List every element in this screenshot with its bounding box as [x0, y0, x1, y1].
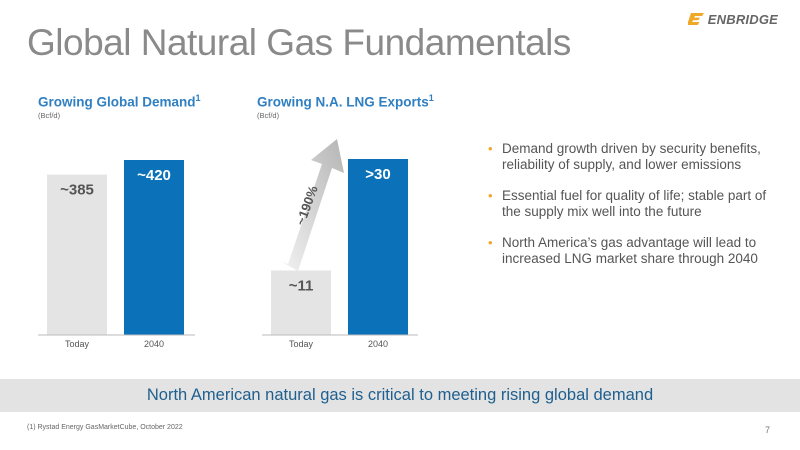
bar-2040: [348, 159, 408, 335]
banner-text: North American natural gas is critical t…: [146, 386, 654, 404]
chart1-title-text: Growing Global Demand: [38, 94, 196, 110]
bar-today: [47, 174, 107, 335]
chart1-unit: (Bcf/d): [38, 111, 61, 120]
data-label-2040: >30: [365, 166, 390, 183]
bullet-text: Essential fuel for quality of life; stab…: [502, 188, 767, 219]
enbridge-logo: ENBRIDGE: [687, 11, 778, 27]
bullet-dot-icon: •: [488, 235, 493, 250]
slide-title: Global Natural Gas Fundamentals: [27, 22, 571, 63]
key-message-banner: North American natural gas is critical t…: [0, 379, 800, 412]
bullet-item: • North America’s gas advantage will lead…: [488, 235, 773, 266]
data-label-today: ~385: [60, 182, 94, 199]
bar-today: [271, 270, 331, 335]
chart1-title: Growing Global Demand1: [38, 93, 201, 110]
bullet-item: • Demand growth driven by security benefi…: [488, 141, 773, 172]
bullet-item: • Essential fuel for quality of life; sta…: [488, 188, 773, 219]
category-label-2040: 2040: [368, 339, 388, 349]
category-label-today: Today: [289, 339, 314, 349]
data-label-today: ~11: [289, 277, 314, 294]
bullet-list: • Demand growth driven by security benefi…: [488, 141, 773, 282]
category-label-2040: 2040: [144, 339, 164, 349]
bullet-dot-icon: •: [488, 141, 493, 156]
bullet-text: Demand growth driven by security benefit…: [502, 141, 761, 172]
source-footnote: (1) Rystad Energy GasMarketCube, October…: [27, 424, 183, 431]
bar-2040: [124, 160, 184, 335]
data-label-2040: ~420: [137, 167, 171, 184]
chart2-unit: (Bcf/d): [257, 111, 280, 120]
chart2-title-footnote: 1: [428, 93, 434, 103]
bullet-text: North America’s gas advantage will lead …: [502, 235, 758, 266]
chart1-title-footnote: 1: [195, 93, 201, 103]
bullet-dot-icon: •: [488, 188, 493, 203]
enbridge-e-logo-icon: [687, 13, 704, 25]
growth-arrow-icon: [282, 139, 344, 271]
logo-text: ENBRIDGE: [707, 11, 778, 27]
page-number: 7: [764, 425, 770, 435]
chart2-title-text: Growing N.A. LNG Exports: [257, 94, 429, 110]
chart2-title: Growing N.A. LNG Exports1: [257, 93, 434, 110]
category-label-today: Today: [65, 339, 90, 349]
